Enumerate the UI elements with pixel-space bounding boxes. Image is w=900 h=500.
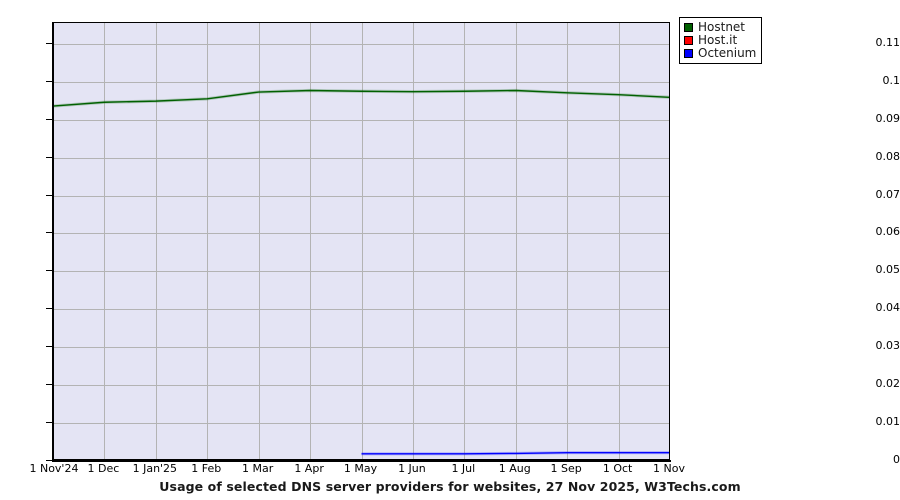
x-axis-tick-label: 1 Feb	[191, 462, 222, 475]
y-axis-tick-mark	[46, 460, 52, 461]
legend-item[interactable]: Octenium	[684, 47, 756, 60]
x-axis-tick-label: 1 Apr	[294, 462, 324, 475]
y-axis-tick-mark	[46, 384, 52, 385]
legend-item[interactable]: Hostnet	[684, 21, 756, 34]
gridline-vertical	[259, 23, 260, 459]
legend-label-hostit: Host.it	[698, 33, 738, 47]
plot-area	[52, 22, 670, 460]
gridline-horizontal	[53, 309, 669, 310]
gridline-horizontal	[53, 271, 669, 272]
gridline-horizontal	[53, 158, 669, 159]
gridline-vertical	[464, 23, 465, 459]
legend-label-hostnet: Hostnet	[698, 20, 746, 34]
y-axis-tick-label: 0.1	[882, 73, 900, 87]
y-axis-line	[52, 22, 54, 461]
gridline-vertical	[567, 23, 568, 459]
y-axis-tick-mark	[46, 195, 52, 196]
y-axis-tick-mark	[46, 308, 52, 309]
x-axis-tick-label: 1 Jan'25	[132, 462, 178, 475]
y-axis-tick-label: 0.01	[875, 415, 900, 429]
gridline-horizontal	[53, 233, 669, 234]
y-axis-tick-mark	[46, 43, 52, 44]
x-axis-tick-label: 1 Nov	[653, 462, 685, 475]
y-axis-tick-label: 0.09	[875, 111, 900, 125]
gridline-vertical	[413, 23, 414, 459]
y-axis-tick-label: 0.04	[875, 301, 900, 315]
x-axis-tick-label: 1 Mar	[242, 462, 274, 475]
series-line-octenium	[361, 451, 669, 455]
x-axis-tick-label: 1 May	[343, 462, 378, 475]
y-axis-tick-mark	[46, 81, 52, 82]
gridline-vertical	[516, 23, 517, 459]
x-axis-tick-label: 1 Nov'24	[29, 462, 79, 475]
x-axis-tick-label: 1 Jun	[398, 462, 426, 475]
x-axis-tick-label: 1 Jul	[451, 462, 476, 475]
gridline-horizontal	[53, 120, 669, 121]
legend-item[interactable]: Host.it	[684, 34, 756, 47]
y-axis-tick-label: 0.03	[875, 339, 900, 353]
x-axis-tick-label: 1 Sep	[550, 462, 582, 475]
gridline-horizontal	[53, 347, 669, 348]
y-axis-tick-label: 0.11	[875, 35, 900, 49]
y-axis-tick-label: 0	[893, 453, 900, 466]
x-axis-line	[52, 460, 671, 462]
x-axis-tick-label: 1 Dec	[87, 462, 120, 475]
y-axis-tick-mark	[46, 346, 52, 347]
series-lines	[53, 88, 669, 456]
x-axis-tick-label: 1 Oct	[602, 462, 633, 475]
gridline-horizontal	[53, 44, 669, 45]
gridline-vertical	[619, 23, 620, 459]
y-axis-tick-mark	[46, 157, 52, 158]
y-axis-tick-mark	[46, 422, 52, 423]
gridline-horizontal	[53, 196, 669, 197]
gridline-horizontal	[53, 82, 669, 83]
gridline-vertical	[207, 23, 208, 459]
chart-caption: Usage of selected DNS server providers f…	[159, 479, 741, 494]
y-axis-tick-label: 0.05	[875, 263, 900, 277]
gridline-vertical	[104, 23, 105, 459]
chart-legend: Hostnet Host.it Octenium	[679, 17, 763, 64]
legend-label-octenium: Octenium	[698, 46, 757, 60]
legend-swatch-octenium	[684, 49, 693, 58]
y-axis-tick-label: 0.06	[875, 225, 900, 239]
y-axis-tick-mark	[46, 119, 52, 120]
y-axis-tick-label: 0.08	[875, 149, 900, 163]
series-line-hostnet	[53, 89, 669, 107]
y-axis-tick-label: 0.07	[875, 187, 900, 201]
legend-swatch-hostit	[684, 36, 693, 45]
y-axis-tick-mark	[46, 270, 52, 271]
legend-swatch-hostnet	[684, 23, 693, 32]
gridline-horizontal	[53, 385, 669, 386]
y-axis-tick-mark	[46, 232, 52, 233]
gridline-vertical	[156, 23, 157, 459]
y-axis-tick-label: 0.02	[875, 377, 900, 391]
gridline-horizontal	[53, 423, 669, 424]
x-axis-tick-label: 1 Aug	[498, 462, 531, 475]
gridline-vertical	[310, 23, 311, 459]
gridline-vertical	[362, 23, 363, 459]
